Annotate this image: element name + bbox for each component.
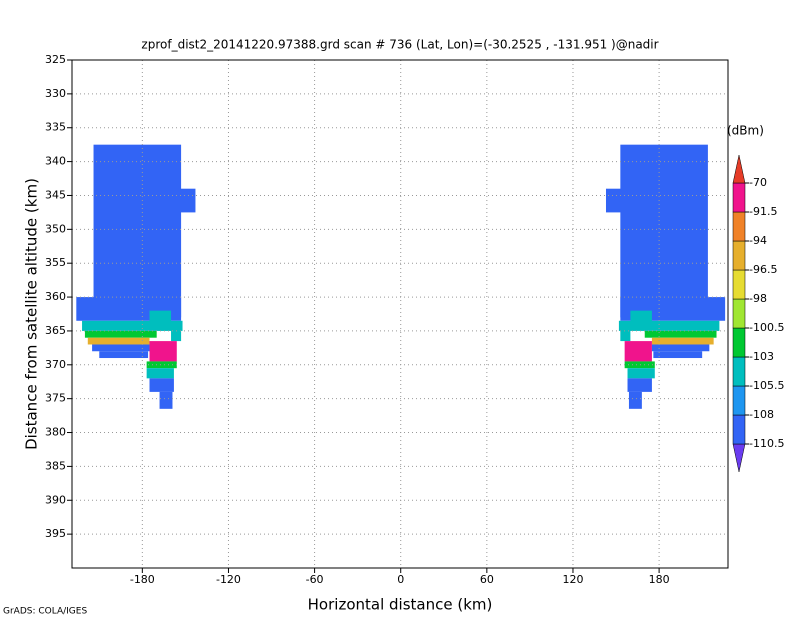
y-tick-label: 360 — [45, 290, 66, 303]
colorbar-segment — [732, 298, 746, 329]
cell — [605, 188, 622, 213]
cell — [149, 310, 172, 325]
colorbar-label: -94 — [749, 234, 767, 247]
cell — [630, 310, 652, 325]
colorbar-unit: (dBm) — [727, 124, 764, 138]
cell — [149, 341, 177, 362]
colorbar-triangle — [732, 154, 746, 184]
plot-frame — [71, 59, 729, 569]
cell — [92, 344, 150, 352]
cell — [149, 378, 174, 392]
y-tick-label: 340 — [45, 155, 66, 168]
y-tick-label: 335 — [45, 121, 66, 134]
y-tick-label: 370 — [45, 358, 66, 371]
cell — [146, 368, 174, 379]
cell — [87, 337, 150, 345]
y-tick-label: 380 — [45, 426, 66, 439]
cell — [99, 351, 149, 359]
colorbar-label: -98 — [749, 292, 767, 305]
cell — [146, 361, 177, 369]
colorbar-label: -70 — [749, 176, 767, 189]
colorbar-segment — [732, 269, 746, 300]
cell — [651, 337, 714, 345]
colorbar-segment — [732, 327, 746, 358]
colorbar-label: -91.5 — [749, 205, 777, 218]
y-tick-label: 390 — [45, 493, 66, 506]
x-tick-label: 60 — [480, 573, 494, 586]
x-tick-label: -120 — [216, 573, 241, 586]
colorbar-segment — [732, 414, 746, 445]
cell — [84, 330, 157, 338]
y-tick-label: 345 — [45, 188, 66, 201]
cell — [624, 361, 655, 369]
cell — [171, 324, 182, 342]
y-tick-label: 350 — [45, 222, 66, 235]
y-tick-label: 395 — [45, 527, 66, 540]
cell — [651, 344, 710, 352]
colorbar-label: -105.5 — [749, 379, 784, 392]
y-axis-label: Distance from satellite altitude (km) — [23, 178, 41, 450]
x-axis-label: Horizontal distance (km) — [308, 596, 493, 614]
y-tick-label: 330 — [45, 87, 66, 100]
x-tick-label: 0 — [397, 573, 404, 586]
cell — [644, 330, 717, 338]
cell — [620, 144, 708, 318]
x-tick-label: 180 — [649, 573, 670, 586]
colorbar-label: -108 — [749, 408, 774, 421]
colorbar-segment — [732, 211, 746, 242]
cell — [620, 324, 631, 342]
colorbar-label: -100.5 — [749, 321, 784, 334]
y-tick-label: 385 — [45, 459, 66, 472]
cell — [159, 391, 173, 409]
colorbar-segment — [732, 385, 746, 416]
y-tick-label: 325 — [45, 53, 66, 66]
cell — [627, 368, 655, 379]
x-tick-label: -60 — [306, 573, 324, 586]
cell — [82, 320, 183, 331]
y-tick-label: 365 — [45, 324, 66, 337]
colorbar-label: -103 — [749, 350, 774, 363]
colorbar-label: -110.5 — [749, 437, 784, 450]
cell — [627, 378, 652, 392]
y-tick-label: 355 — [45, 256, 66, 269]
colorbar-segment — [732, 356, 746, 387]
x-tick-label: 120 — [562, 573, 583, 586]
cell — [628, 391, 642, 409]
colorbar-triangle — [732, 443, 746, 473]
colorbar-segment — [732, 182, 746, 213]
cell — [653, 351, 703, 359]
footer: GrADS: COLA/IGES — [3, 607, 87, 617]
cell — [624, 341, 652, 362]
chart-title: zprof_dist2_20141220.97388.grd scan # 73… — [141, 38, 658, 52]
cell — [179, 188, 196, 213]
colorbar-label: -96.5 — [749, 263, 777, 276]
cell — [618, 320, 720, 331]
cell — [93, 144, 182, 318]
y-tick-label: 375 — [45, 392, 66, 405]
colorbar-segment — [732, 240, 746, 271]
x-tick-label: -180 — [130, 573, 155, 586]
